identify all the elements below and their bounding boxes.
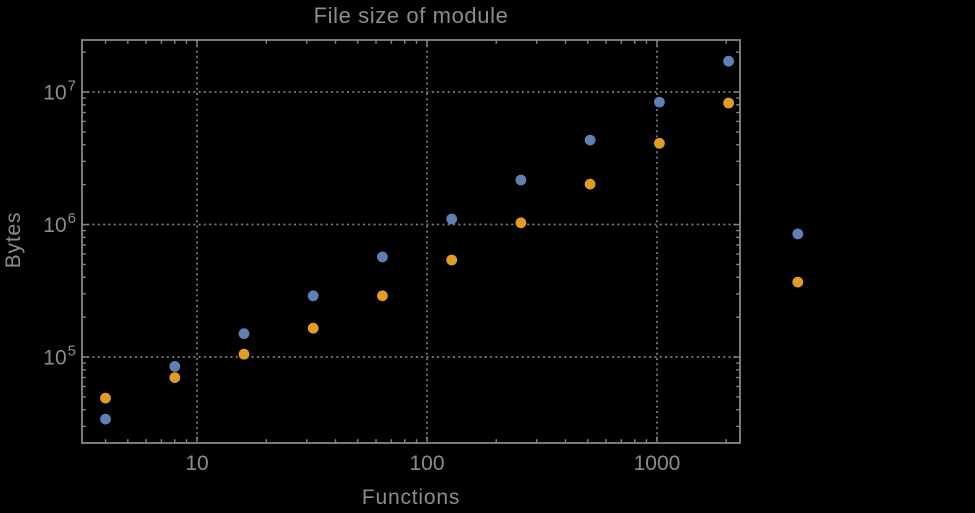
data-point-blue	[169, 361, 181, 372]
data-point-blue	[446, 213, 458, 225]
plot-frame	[81, 39, 741, 444]
y-tick-label: 105	[43, 343, 76, 370]
data-point-orange	[377, 290, 388, 302]
y-tick-label: 106	[43, 210, 76, 237]
data-point-orange	[584, 178, 596, 190]
data-point-blue	[515, 174, 527, 186]
x-tick-label: 10	[185, 452, 208, 475]
axis-ticks	[82, 40, 740, 443]
data-point-blue	[100, 413, 111, 425]
data-point-orange	[169, 372, 181, 383]
x-axis-label: Functions	[361, 486, 461, 509]
data-point-orange	[654, 137, 665, 149]
data-point-orange	[446, 254, 458, 266]
x-tick-label: 100	[409, 452, 444, 475]
data-point-orange	[238, 348, 250, 360]
data-point-blue	[792, 228, 804, 240]
data-point-orange	[515, 217, 527, 229]
x-tick-labels: 10 100 1000	[185, 452, 680, 475]
x-tick-label: 1000	[634, 452, 681, 475]
data-point-orange	[792, 276, 804, 288]
data-point-blue	[723, 55, 734, 67]
chart-title: File size of module	[313, 3, 509, 28]
data-point-blue	[238, 328, 250, 340]
y-tick-labels: 105 106 107	[43, 78, 76, 370]
data-point-orange	[307, 322, 319, 334]
data-point-blue	[377, 251, 388, 263]
data-point-blue	[584, 134, 596, 146]
data-points	[100, 55, 804, 425]
y-axis-label: Bytes	[2, 211, 25, 269]
data-point-blue	[654, 96, 665, 108]
gridlines	[82, 40, 740, 443]
data-point-orange	[723, 97, 734, 109]
data-point-blue	[307, 290, 319, 302]
data-point-orange	[100, 392, 111, 404]
y-tick-label: 107	[43, 78, 76, 105]
